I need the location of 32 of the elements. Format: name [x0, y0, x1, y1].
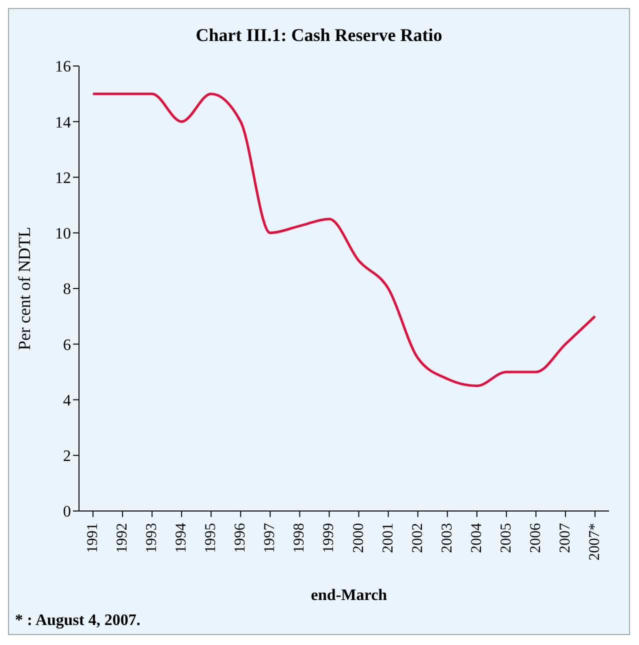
y-tick-label: 10 — [55, 226, 71, 243]
x-tick-label: 1994 — [174, 522, 190, 553]
x-tick-label: 1997 — [262, 522, 278, 553]
x-tick-label: 1991 — [85, 523, 101, 553]
y-tick-label: 12 — [55, 170, 71, 187]
x-tick-label: 1992 — [114, 523, 131, 553]
y-tick-label: 4 — [63, 392, 71, 410]
y-tick-label: 0 — [63, 504, 71, 521]
x-tick-label: 2007* — [587, 523, 603, 560]
y-tick-label: 16 — [55, 58, 71, 76]
y-tick-label: 6 — [63, 336, 71, 354]
text: * : August 4, 2007. — [15, 612, 140, 630]
y-tick-label: 8 — [63, 281, 71, 298]
x-tick-label: 1998 — [292, 523, 308, 553]
x-tick-label: 2003 — [439, 523, 456, 553]
x-tick-label: 1995 — [203, 523, 220, 553]
x-tick-label: 2000 — [350, 523, 367, 553]
y-tick-label: 2 — [63, 448, 71, 466]
x-tick-label: 2002 — [410, 523, 426, 553]
y-axis-title: Per cent of NDTL — [15, 226, 34, 350]
x-tick-label: 2005 — [498, 523, 514, 553]
x-tick-label: 2006 — [528, 522, 544, 553]
x-tick-label: 1999 — [321, 523, 338, 553]
x-tick-label: 1996 — [232, 522, 249, 553]
x-axis-title: end-March — [310, 587, 388, 605]
x-tick-label: 2007 — [557, 522, 574, 553]
y-tick-label: 14 — [55, 114, 71, 132]
line-series — [92, 92, 596, 388]
x-tick-label: 2004 — [468, 522, 485, 553]
x-tick-label: 2001 — [380, 523, 396, 553]
chart-title: Chart III.1: Cash Reserve Ratio — [194, 24, 444, 46]
x-tick-label: 1993 — [144, 523, 160, 553]
